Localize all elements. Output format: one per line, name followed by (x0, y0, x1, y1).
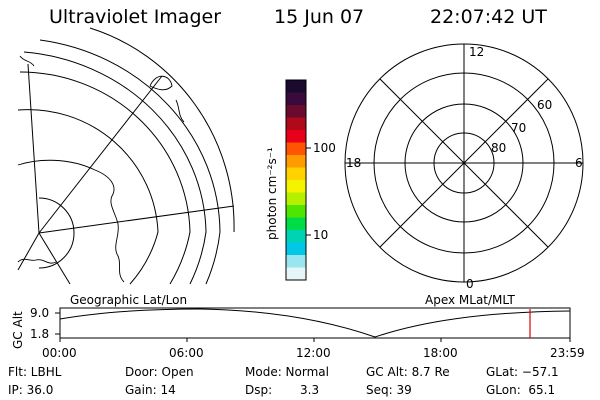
door-info: Door: Open (125, 365, 194, 379)
meridian-2 (38, 205, 235, 234)
colorbar-frame (285, 79, 307, 281)
mode-info: Mode: Normal (245, 365, 329, 379)
time-tick-1200: 12:00 (296, 346, 331, 360)
polar-plot (344, 43, 584, 283)
lat-circle-4 (23, 51, 207, 285)
lat-circle-3 (19, 71, 191, 285)
glat-info: GLat: −57.1 (486, 365, 559, 379)
colorbar-band (286, 192, 306, 206)
mlt-label-12: 12 (469, 45, 485, 59)
mlt-line-diag-2 (379, 78, 549, 248)
time-tick-0600: 06:00 (169, 346, 204, 360)
polar-caption: Apex MLat/MLT (425, 293, 515, 307)
filter-info: Flt: LBHL (8, 365, 62, 379)
instrument-title: Ultraviolet Imager (49, 6, 222, 28)
date-label: 15 Jun 07 (274, 6, 365, 28)
gain-info: Gain: 14 (125, 383, 176, 397)
colorbar-band (286, 267, 306, 281)
colorbar-band (286, 155, 306, 168)
time-label: 22:07:42 UT (430, 6, 547, 28)
coastline-2 (17, 258, 57, 264)
colorbar-band (286, 105, 306, 118)
gc-alt-info: GC Alt: 8.7 Re (366, 365, 450, 379)
altitude-ytick-label-1: 1.8 (30, 327, 50, 341)
colorbar-unit-label: photon cm⁻²s⁻¹ (265, 147, 279, 240)
time-tick-0000: 00:00 (42, 346, 77, 360)
mlat-label-80: 80 (491, 141, 507, 155)
colorbar-band (286, 230, 306, 243)
altitude-axis-label: GC Alt (11, 311, 25, 349)
altitude-frame (59, 307, 571, 339)
colorbar-band (286, 217, 306, 231)
colorbar-band (286, 130, 306, 143)
colorbar-band (286, 180, 306, 193)
colorbar-band (286, 255, 306, 268)
colorbar-label-10: 10 (313, 228, 329, 242)
lat-circle-6 (89, 27, 235, 233)
coastline-4 (175, 99, 185, 123)
altitude-ytick-label-9: 9.0 (30, 306, 50, 320)
ip-info: IP: 36.0 (8, 383, 54, 397)
lat-circle-2 (17, 109, 159, 285)
lat-circle-1 (38, 197, 75, 269)
meridian-4 (17, 232, 40, 271)
glon-info: GLon: 65.1 (486, 383, 556, 397)
altitude-curve (59, 308, 571, 338)
coastline-3 (149, 75, 173, 91)
colorbar-band (286, 242, 306, 256)
geographic-map (17, 27, 235, 285)
colorbar-band (286, 167, 306, 181)
meridian-3 (27, 63, 40, 234)
altitude-strip (55, 307, 571, 342)
colorbar-band (286, 142, 306, 156)
lat-circle-5 (39, 39, 221, 285)
mlt-label-6: 6 (575, 156, 583, 170)
colorbar (286, 80, 306, 281)
geographic-caption: Geographic Lat/Lon (70, 293, 188, 307)
time-tick-1800: 18:00 (423, 346, 458, 360)
mlt-label-0: 0 (466, 277, 474, 291)
mlt-label-18: 18 (346, 156, 362, 170)
colorbar-band (286, 80, 306, 93)
colorbar-label-100: 100 (313, 141, 336, 155)
coastline-5 (19, 55, 35, 67)
time-tick-2359: 23:59 (550, 346, 585, 360)
meridian-5 (38, 232, 71, 285)
mlat-label-70: 70 (511, 121, 527, 135)
mlat-label-60: 60 (537, 98, 553, 112)
seq-info: Seq: 39 (366, 383, 412, 397)
colorbar-band (286, 117, 306, 131)
dsp-label: Dsp: (245, 383, 273, 397)
dsp-value: 3.3 (300, 383, 320, 397)
meridian-1 (38, 75, 163, 234)
coastline (17, 159, 125, 283)
colorbar-band (286, 205, 306, 218)
colorbar-band (286, 92, 306, 106)
